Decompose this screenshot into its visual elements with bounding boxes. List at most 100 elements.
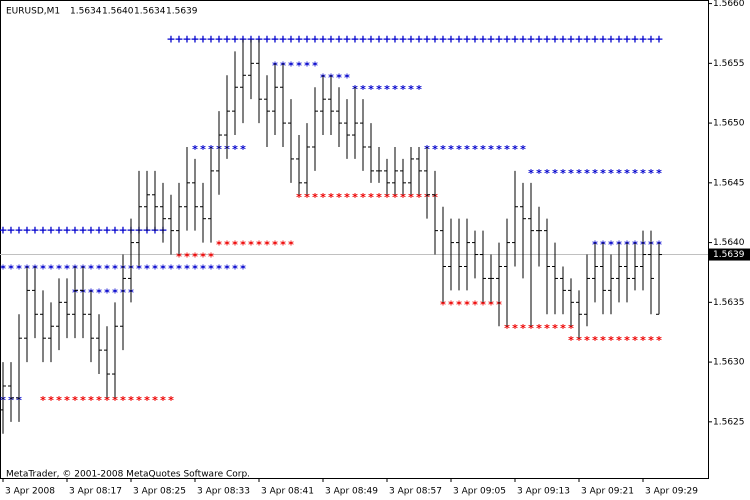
footer: MetaTrader, © 2001-2008 MetaQuotes Softw…	[6, 470, 250, 480]
level-marker: *	[192, 262, 198, 275]
x-tick-label: 3 Apr 08:41	[261, 487, 314, 497]
level-marker: *	[216, 239, 222, 252]
level-marker: *	[48, 394, 54, 407]
level-marker: *	[168, 262, 174, 275]
level-marker: *	[552, 322, 558, 335]
level-marker: +	[382, 32, 391, 45]
x-tick-label: 3 Apr 09:21	[581, 487, 634, 497]
level-marker: *	[72, 394, 78, 407]
level-marker: *	[456, 143, 462, 156]
level-marker: *	[232, 262, 238, 275]
y-tick-label: 1.5660	[713, 0, 745, 9]
level-marker: +	[182, 32, 191, 45]
level-marker: +	[494, 32, 503, 45]
level-marker: *	[648, 334, 654, 347]
level-marker: +	[542, 32, 551, 45]
level-marker: +	[574, 32, 583, 45]
level-marker: *	[240, 262, 246, 275]
level-marker: +	[262, 32, 271, 45]
level-marker: *	[168, 394, 174, 407]
level-marker: *	[592, 167, 598, 180]
level-marker: *	[600, 167, 606, 180]
level-marker: +	[230, 32, 239, 45]
level-marker: *	[192, 143, 198, 156]
level-marker: *	[336, 71, 342, 84]
level-marker: *	[176, 262, 182, 275]
level-marker: *	[592, 334, 598, 347]
level-marker: *	[312, 59, 318, 72]
last-price-label: 1.5639	[713, 250, 745, 260]
level-marker: +	[22, 224, 31, 237]
header-value: 1.5634	[134, 7, 166, 17]
level-marker: *	[544, 322, 550, 335]
level-marker: +	[566, 32, 575, 45]
level-marker: +	[30, 224, 39, 237]
level-marker: *	[544, 167, 550, 180]
level-marker: *	[488, 298, 494, 311]
level-marker: +	[302, 32, 311, 45]
level-marker: *	[440, 298, 446, 311]
level-marker: +	[174, 32, 183, 45]
level-marker: *	[632, 334, 638, 347]
level-marker: *	[200, 262, 206, 275]
level-marker: *	[464, 143, 470, 156]
level-marker: *	[0, 262, 6, 275]
level-marker: *	[536, 167, 542, 180]
level-marker: *	[608, 167, 614, 180]
level-marker: *	[360, 83, 366, 96]
level-marker: *	[656, 167, 662, 180]
x-tick-label: 3 Apr 09:13	[517, 487, 570, 497]
level-marker: *	[256, 239, 262, 252]
level-marker: +	[582, 32, 591, 45]
level-marker: *	[344, 191, 350, 204]
level-marker: *	[16, 262, 22, 275]
level-marker: +	[246, 32, 255, 45]
level-marker: +	[438, 32, 447, 45]
level-marker: *	[112, 286, 118, 299]
level-marker: *	[200, 251, 206, 264]
x-tick-label: 3 Apr 2008	[5, 487, 55, 497]
level-marker: *	[224, 262, 230, 275]
level-marker: +	[198, 32, 207, 45]
level-marker: *	[632, 167, 638, 180]
level-marker: +	[614, 32, 623, 45]
level-marker: +	[118, 224, 127, 237]
level-marker: *	[208, 262, 214, 275]
y-tick-label: 1.5655	[713, 59, 745, 69]
level-marker: *	[384, 191, 390, 204]
level-marker: *	[336, 191, 342, 204]
level-marker: *	[360, 191, 366, 204]
header-value: 1.5640	[102, 7, 134, 17]
level-marker: +	[590, 32, 599, 45]
level-marker: +	[318, 32, 327, 45]
level-marker: +	[166, 32, 175, 45]
level-marker: *	[616, 167, 622, 180]
level-marker: +	[294, 32, 303, 45]
level-marker: *	[640, 167, 646, 180]
y-tick-label: 1.5635	[713, 298, 745, 308]
level-marker: *	[56, 394, 62, 407]
level-marker: *	[192, 251, 198, 264]
level-marker: *	[184, 262, 190, 275]
level-marker: *	[96, 394, 102, 407]
level-marker: *	[296, 59, 302, 72]
y-tick-label: 1.5630	[713, 358, 745, 368]
level-marker: *	[584, 334, 590, 347]
level-marker: *	[624, 334, 630, 347]
level-marker: +	[606, 32, 615, 45]
level-marker: *	[40, 394, 46, 407]
level-marker: +	[406, 32, 415, 45]
level-marker: *	[328, 191, 334, 204]
level-marker: +	[486, 32, 495, 45]
level-marker: *	[448, 143, 454, 156]
level-marker: +	[398, 32, 407, 45]
level-marker: *	[568, 322, 574, 335]
level-marker: *	[112, 262, 118, 275]
level-marker: *	[320, 191, 326, 204]
level-marker: *	[136, 394, 142, 407]
level-marker: +	[414, 32, 423, 45]
level-marker: +	[358, 32, 367, 45]
level-marker: *	[368, 191, 374, 204]
level-marker: +	[222, 32, 231, 45]
